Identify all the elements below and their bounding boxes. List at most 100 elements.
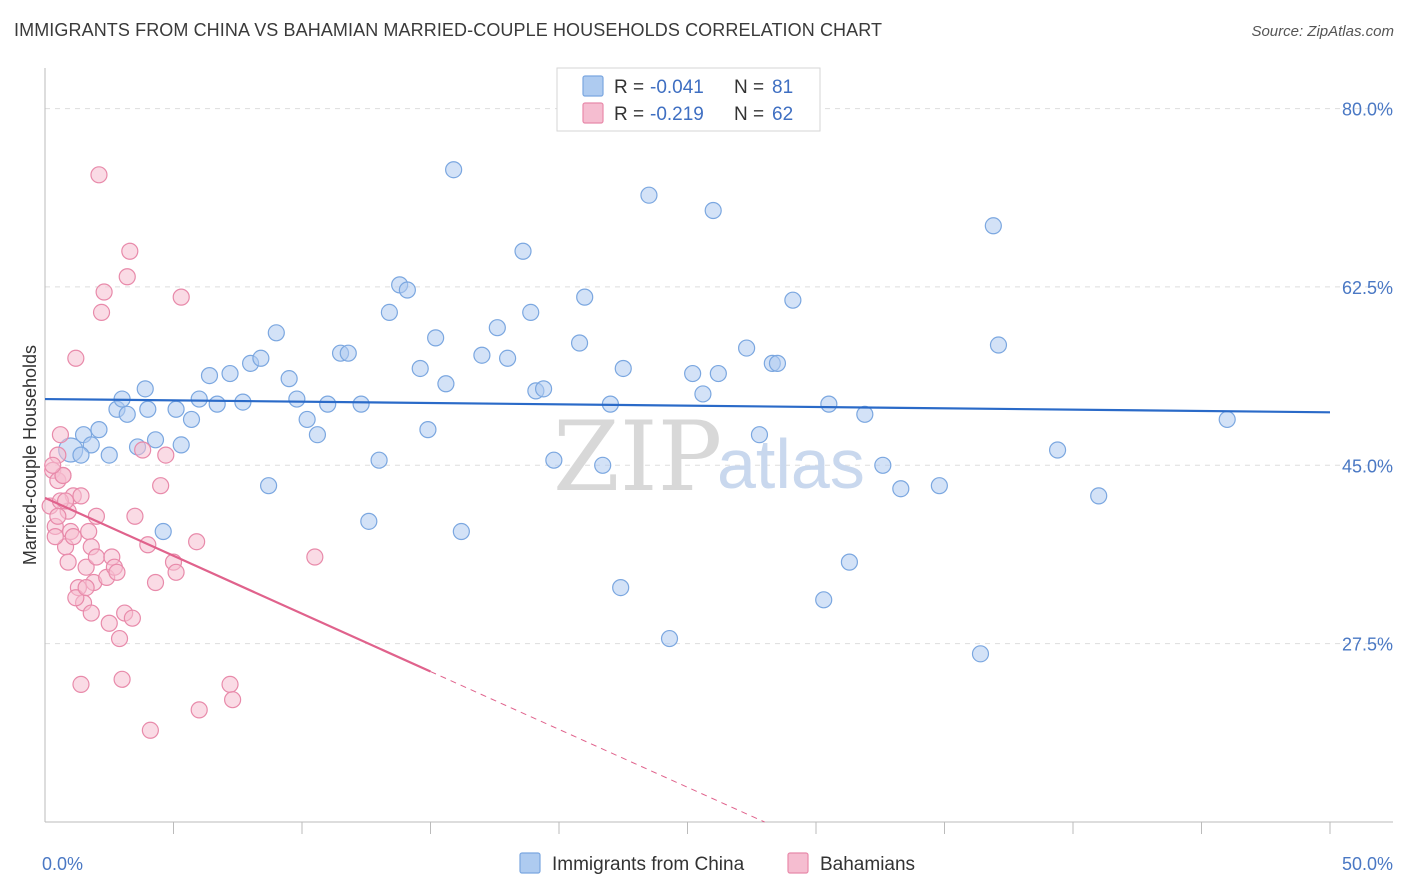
y-tick-label: 80.0% bbox=[1342, 100, 1393, 120]
china-point bbox=[738, 339, 756, 357]
china-point bbox=[874, 456, 892, 474]
legend-n-value: 81 bbox=[772, 77, 793, 98]
legend-r-label: R = bbox=[614, 104, 644, 125]
china-point bbox=[750, 426, 769, 444]
china-point bbox=[182, 410, 201, 429]
legend-r-value: -0.041 bbox=[650, 77, 704, 98]
bahamian-point bbox=[72, 675, 90, 694]
china-point bbox=[768, 354, 787, 372]
trend-lines bbox=[44, 397, 1331, 823]
bahamian-point bbox=[146, 573, 165, 592]
bahamian-point bbox=[157, 446, 175, 464]
bahamian-point bbox=[108, 563, 126, 581]
china-point bbox=[570, 334, 589, 352]
china-point bbox=[118, 405, 136, 423]
china-point bbox=[90, 421, 108, 439]
bahamian-point bbox=[118, 268, 136, 286]
bahamian-point bbox=[46, 528, 64, 546]
bahamian-point bbox=[77, 558, 95, 576]
bahamian-point bbox=[152, 477, 170, 495]
tick-labels: 27.5% 45.0% 62.5% 80.0% 0.0% 50.0% bbox=[42, 100, 1393, 874]
china-point bbox=[856, 405, 874, 423]
china-point bbox=[437, 375, 455, 393]
bahamian-point bbox=[54, 466, 72, 485]
china-point bbox=[522, 303, 540, 322]
china-point bbox=[784, 291, 802, 309]
bahamian-point bbox=[221, 675, 239, 694]
china-point bbox=[452, 522, 470, 541]
china-point bbox=[709, 364, 727, 383]
y-tick-label: 45.0% bbox=[1342, 456, 1393, 476]
bahamian-point bbox=[51, 426, 70, 444]
x-tick-label: 50.0% bbox=[1342, 854, 1393, 874]
china-point bbox=[594, 456, 612, 474]
bahamian-point bbox=[141, 721, 159, 739]
china-point bbox=[660, 629, 679, 648]
china-point bbox=[208, 395, 226, 413]
bahamian-point bbox=[49, 507, 67, 525]
china-point bbox=[930, 477, 948, 495]
bahamian-point bbox=[64, 528, 82, 546]
legend-n-label: N = bbox=[734, 104, 764, 125]
china-point bbox=[411, 359, 429, 378]
y-tick-label: 62.5% bbox=[1342, 278, 1393, 298]
china-point bbox=[267, 324, 285, 342]
bahamian-point bbox=[90, 166, 108, 184]
china-point bbox=[984, 217, 1002, 235]
chart-source: Source: ZipAtlas.com bbox=[1251, 23, 1394, 40]
bahamian-point bbox=[188, 533, 206, 551]
bahamian-point bbox=[87, 548, 106, 566]
china-point bbox=[252, 349, 270, 367]
china-point bbox=[545, 451, 563, 469]
china-point bbox=[427, 329, 445, 347]
china-point bbox=[380, 303, 398, 322]
china-point bbox=[259, 477, 278, 495]
china-point bbox=[971, 645, 990, 663]
china-point bbox=[473, 346, 491, 364]
china-point bbox=[200, 367, 219, 385]
china-point bbox=[146, 431, 165, 449]
china-point bbox=[139, 400, 157, 418]
china-point bbox=[352, 395, 370, 413]
bahamian-point bbox=[110, 629, 129, 648]
china-point bbox=[640, 186, 658, 204]
china-point bbox=[167, 400, 185, 418]
china-point bbox=[614, 359, 632, 378]
china-point bbox=[612, 578, 630, 597]
bottom-legend-swatch-bahamian bbox=[787, 852, 809, 874]
china-point bbox=[172, 436, 190, 454]
china-point bbox=[576, 288, 594, 306]
china-trend-line bbox=[44, 397, 1331, 414]
bahamian-point bbox=[100, 614, 118, 632]
china-point bbox=[154, 522, 172, 541]
y-tick-label: 27.5% bbox=[1342, 635, 1393, 655]
bahamian-trend-extension bbox=[430, 671, 765, 823]
bottom-legend-swatch-china bbox=[519, 852, 541, 874]
bahamian-point bbox=[67, 589, 85, 607]
china-point bbox=[100, 446, 118, 464]
china-point bbox=[370, 451, 388, 469]
china-point bbox=[360, 512, 378, 530]
bottom-legend-label-bahamian: Bahamians bbox=[820, 854, 915, 875]
bahamian-point bbox=[59, 553, 77, 571]
bahamian-point bbox=[134, 441, 152, 459]
china-point bbox=[190, 390, 208, 408]
watermark-atlas: atlas bbox=[717, 425, 865, 503]
bahamian-point bbox=[224, 691, 242, 709]
china-point bbox=[288, 390, 306, 408]
legend-n-value: 62 bbox=[772, 104, 793, 125]
bahamian-point bbox=[306, 548, 324, 566]
bahamian-point bbox=[80, 522, 98, 541]
bahamian-trend-line bbox=[44, 496, 431, 673]
china-point bbox=[488, 319, 506, 337]
bahamian-point bbox=[92, 303, 111, 322]
china-point bbox=[534, 380, 553, 398]
bottom-legend-label-china: Immigrants from China bbox=[552, 854, 745, 875]
bahamian-point bbox=[123, 609, 141, 627]
china-point bbox=[280, 370, 298, 388]
china-point bbox=[1090, 487, 1108, 505]
china-point bbox=[704, 201, 722, 220]
bahamian-point bbox=[190, 701, 208, 719]
watermark-zip: ZIP bbox=[553, 401, 722, 513]
legend-r-label: R = bbox=[614, 77, 644, 98]
